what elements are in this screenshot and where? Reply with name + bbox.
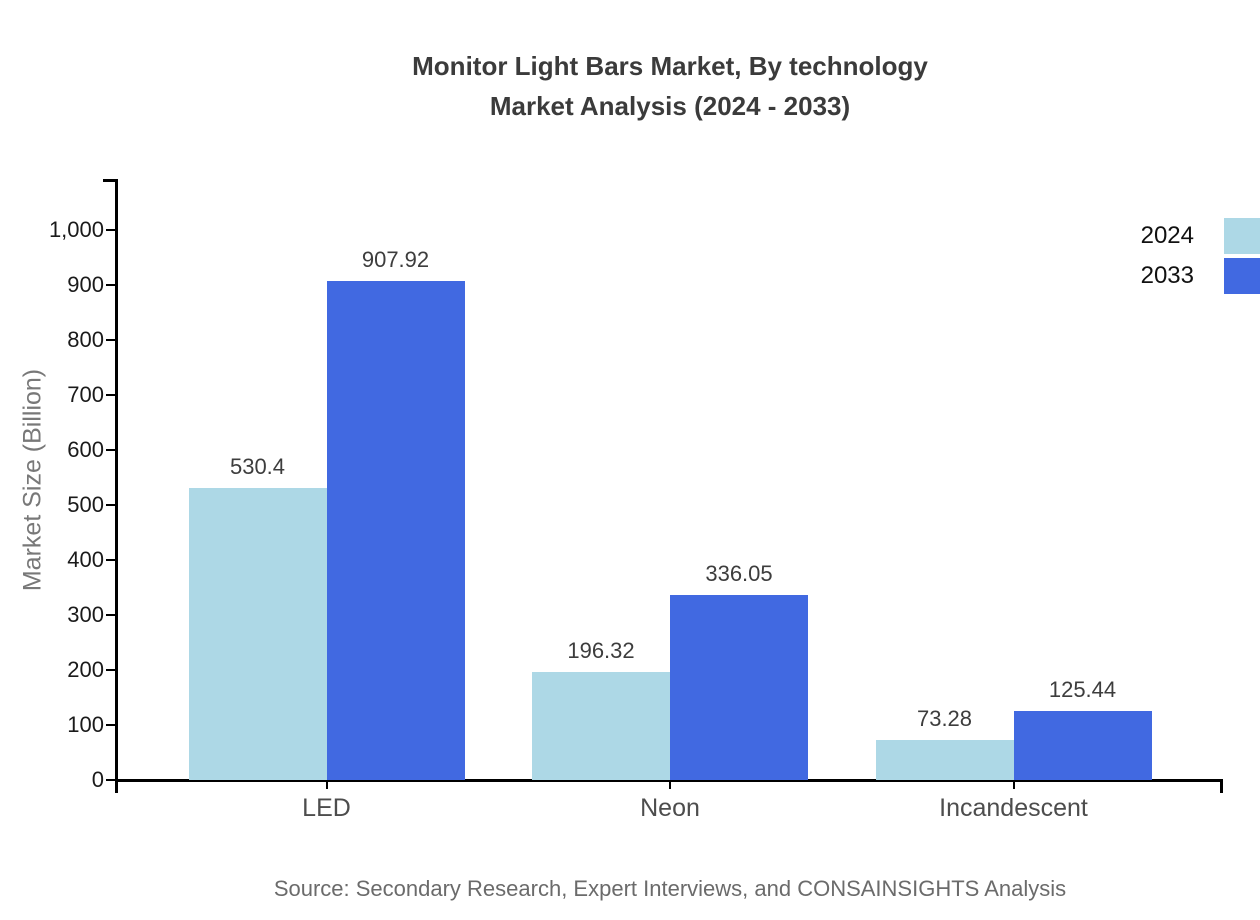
x-axis-right-outer-tick — [1220, 780, 1223, 793]
y-tick — [106, 394, 115, 396]
legend-label-2033: 2033 — [1140, 262, 1194, 289]
chart-title-line2: Market Analysis (2024 - 2033) — [489, 91, 851, 121]
y-tick — [106, 284, 115, 286]
bar-LED-2033 — [326, 280, 465, 780]
y-axis-line — [115, 179, 118, 783]
x-category-label: Incandescent — [939, 794, 1088, 822]
y-tick-label: 400 — [67, 547, 104, 572]
y-tick — [106, 779, 115, 781]
y-tick-label: 100 — [67, 712, 104, 737]
y-tick-label: 300 — [67, 602, 104, 627]
bar-LED-2024 — [188, 488, 327, 780]
bar-Neon-2033 — [670, 595, 808, 780]
value-label-LED-2033: 907.92 — [361, 246, 430, 272]
bar-Neon-2024 — [532, 672, 670, 780]
legend-label-2024: 2024 — [1140, 222, 1194, 249]
value-label-Incandescent-2024: 73.28 — [916, 705, 973, 731]
x-tick — [669, 780, 671, 789]
y-tick-label: 600 — [67, 437, 104, 462]
value-label-Neon-2024: 196.32 — [567, 638, 635, 664]
y-tick — [106, 559, 115, 561]
legend: 2024 2033 — [1141, 218, 1260, 294]
legend-item-2024: 2024 — [1141, 218, 1260, 254]
y-tick-label: 700 — [67, 382, 104, 407]
legend-swatch-2033 — [1224, 258, 1260, 294]
bar-Incandescent-2033 — [1013, 711, 1152, 780]
y-tick-label: 800 — [67, 327, 104, 352]
chart-title-line1: Monitor Light Bars Market, By technology — [412, 51, 928, 81]
y-tick-label: 1,000 — [48, 217, 104, 242]
y-tick — [106, 339, 115, 341]
y-tick — [106, 614, 115, 616]
y-tick — [106, 669, 115, 671]
source-note: Source: Secondary Research, Expert Inter… — [273, 876, 1067, 901]
y-tick — [106, 229, 115, 231]
y-tick — [106, 724, 115, 726]
value-label-Incandescent-2033: 125.44 — [1048, 677, 1117, 702]
value-label-Neon-2033: 336.05 — [705, 561, 773, 587]
x-tick — [1012, 780, 1015, 789]
legend-swatch-2024 — [1224, 218, 1260, 254]
y-tick-label: 900 — [67, 272, 104, 297]
legend-item-2033: 2033 — [1141, 258, 1260, 294]
y-tick-label: 0 — [91, 767, 104, 792]
value-label-LED-2024: 530.4 — [229, 454, 286, 480]
chart-title: Monitor Light Bars Market, By technology… — [60, 46, 1260, 126]
bar-Incandescent-2024 — [875, 739, 1014, 780]
x-category-label: Neon — [640, 794, 700, 822]
x-axis-left-outer-tick — [115, 780, 118, 793]
x-category-label: LED — [302, 794, 351, 822]
y-axis-top-cap — [103, 179, 116, 182]
y-tick-label: 500 — [67, 492, 104, 517]
y-tick — [106, 449, 115, 451]
x-tick — [325, 780, 328, 789]
y-tick — [106, 504, 115, 506]
y-tick-label: 200 — [67, 657, 104, 682]
